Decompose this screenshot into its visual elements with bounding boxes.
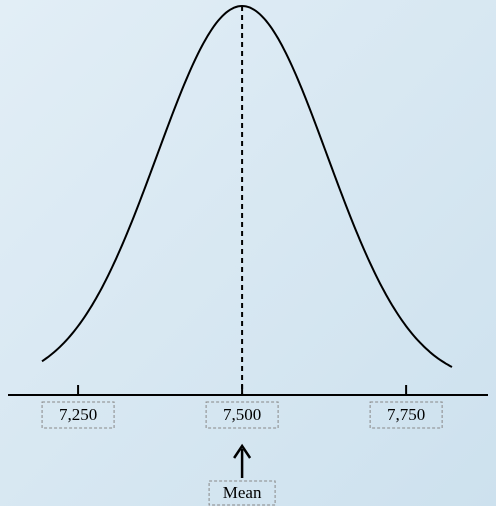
- label-box: [208, 480, 276, 506]
- arrow-head: [233, 443, 252, 459]
- x-tick-label: 7,750: [387, 405, 425, 424]
- x-tick-label: 7,500: [223, 405, 261, 424]
- label-box: [369, 401, 443, 429]
- annotation: Mean: [223, 483, 262, 502]
- x-tick-label: 7,250: [59, 405, 97, 424]
- label-box: [41, 401, 115, 429]
- label-box: [205, 401, 279, 429]
- bell-curve: [41, 4, 453, 368]
